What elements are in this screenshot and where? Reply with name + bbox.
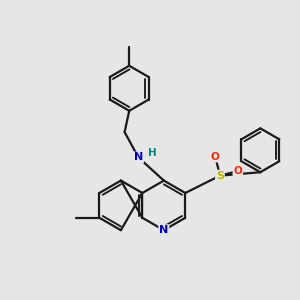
Text: H: H <box>148 148 157 158</box>
Text: O: O <box>211 152 220 162</box>
Text: N: N <box>134 152 143 163</box>
Text: O: O <box>233 166 242 176</box>
Text: S: S <box>216 171 224 181</box>
Text: N: N <box>159 225 169 235</box>
